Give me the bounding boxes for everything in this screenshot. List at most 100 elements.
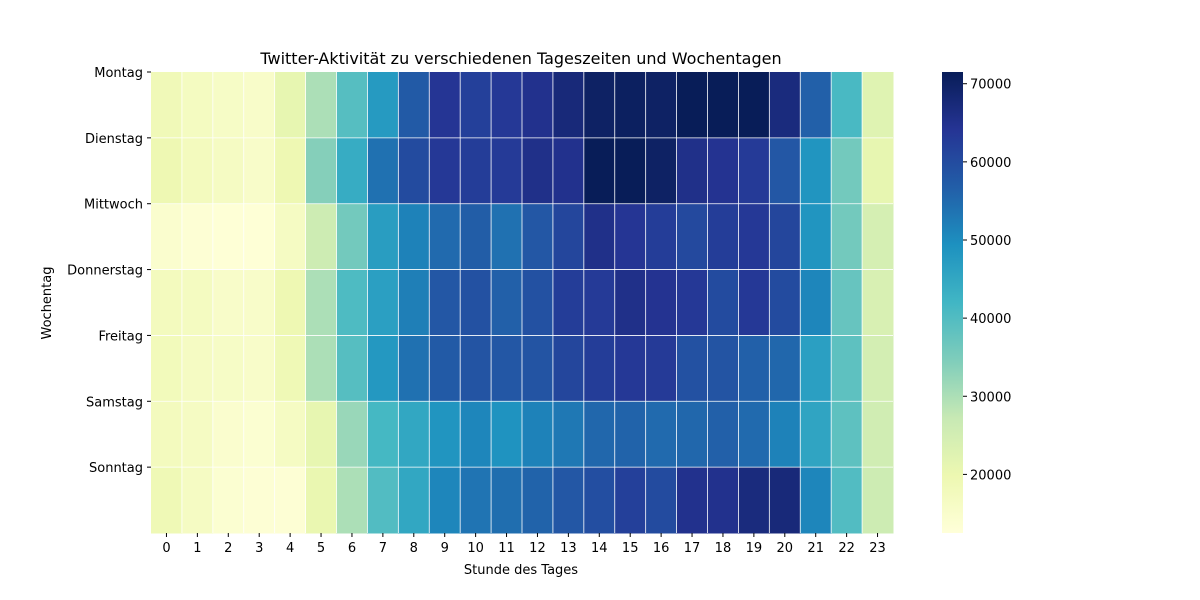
heatmap-cell-samstag-3	[243, 401, 276, 468]
x-tick-label: 11	[498, 541, 515, 556]
heatmap-cell-montag-6	[336, 72, 368, 139]
heatmap-cell-mittwoch-7	[367, 203, 399, 271]
heatmap-cell-montag-14	[583, 72, 616, 139]
heatmap-cell-samstag-20	[769, 401, 801, 468]
heatmap-cell-sonntag-0	[151, 467, 183, 534]
heatmap-cell-dienstag-10	[460, 137, 492, 205]
x-tick-label: 13	[560, 541, 577, 556]
colorbar-tick-label: 20000	[970, 468, 1011, 483]
heatmap-cell-donnerstag-10	[460, 269, 492, 336]
heatmap-cell-samstag-0	[151, 401, 183, 468]
x-tick-label: 23	[869, 541, 886, 556]
heatmap-cell-dienstag-1	[181, 137, 214, 205]
heatmap-cell-montag-2	[212, 72, 245, 139]
heatmap-cell-montag-3	[243, 72, 276, 139]
heatmap-cell-sonntag-6	[336, 467, 368, 534]
heatmap-cell-montag-13	[552, 72, 585, 139]
heatmap-cell-donnerstag-2	[212, 269, 245, 336]
heatmap-cell-mittwoch-2	[212, 203, 245, 271]
heatmap-cell-sonntag-15	[614, 467, 647, 534]
heatmap-cell-mittwoch-19	[738, 203, 770, 271]
y-tick-label: Dienstag	[85, 132, 143, 147]
heatmap-cell-sonntag-9	[429, 467, 461, 534]
heatmap-cell-freitag-12	[522, 335, 554, 402]
heatmap-cell-montag-12	[522, 72, 554, 139]
heatmap-cell-freitag-10	[460, 335, 492, 402]
heatmap-cell-dienstag-5	[305, 137, 337, 205]
heatmap-cell-donnerstag-6	[336, 269, 368, 336]
heatmap-cell-donnerstag-16	[645, 269, 678, 336]
x-tick-label: 20	[777, 541, 794, 556]
heatmap-cell-sonntag-22	[831, 467, 863, 534]
heatmap-cell-freitag-15	[614, 335, 647, 402]
heatmap-cell-sonntag-18	[707, 467, 739, 534]
colorbar-tick-label: 30000	[970, 390, 1011, 405]
heatmap-cell-donnerstag-11	[491, 269, 523, 336]
y-axis-label: Wochentag	[40, 267, 55, 340]
heatmap-cell-dienstag-18	[707, 137, 739, 205]
heatmap-cell-samstag-7	[367, 401, 399, 468]
heatmap-cell-samstag-4	[274, 401, 307, 468]
heatmap-cell-montag-18	[707, 72, 739, 139]
heatmap-cell-samstag-6	[336, 401, 368, 468]
heatmap-cell-montag-10	[460, 72, 492, 139]
heatmap-cell-sonntag-13	[552, 467, 585, 534]
x-tick-label: 12	[529, 541, 546, 556]
x-tick-label: 2	[224, 541, 232, 556]
heatmap-cell-sonntag-5	[305, 467, 337, 534]
heatmap-cell-mittwoch-1	[181, 203, 214, 271]
heatmap-cell-samstag-21	[800, 401, 832, 468]
heatmap-cell-donnerstag-7	[367, 269, 399, 336]
heatmap-cell-montag-0	[151, 72, 183, 139]
heatmap-cell-freitag-2	[212, 335, 245, 402]
heatmap-cell-dienstag-11	[491, 137, 523, 205]
heatmap-cell-freitag-18	[707, 335, 739, 402]
heatmap-cell-montag-20	[769, 72, 801, 139]
heatmap-cell-samstag-14	[583, 401, 616, 468]
y-tick-label: Donnerstag	[67, 264, 143, 279]
x-tick-label: 14	[591, 541, 608, 556]
heatmap-cell-samstag-23	[862, 401, 894, 468]
x-tick-label: 4	[286, 541, 294, 556]
x-tick-label: 5	[317, 541, 325, 556]
heatmap-cell-samstag-12	[522, 401, 554, 468]
heatmap-cell-dienstag-15	[614, 137, 647, 205]
y-tick-label: Freitag	[98, 329, 143, 344]
x-tick-label: 17	[684, 541, 701, 556]
heatmap-cell-mittwoch-12	[522, 203, 554, 271]
heatmap-cell-samstag-2	[212, 401, 245, 468]
heatmap-cell-samstag-10	[460, 401, 492, 468]
heatmap-cell-samstag-5	[305, 401, 337, 468]
heatmap-cell-dienstag-20	[769, 137, 801, 205]
heatmap-cell-freitag-0	[151, 335, 183, 402]
x-tick-label: 3	[255, 541, 263, 556]
heatmap-cell-donnerstag-17	[676, 269, 708, 336]
heatmap-cell-mittwoch-17	[676, 203, 708, 271]
heatmap-cell-montag-22	[831, 72, 863, 139]
heatmap-cell-montag-15	[614, 72, 647, 139]
x-tick-label: 0	[162, 541, 170, 556]
x-tick-label: 22	[838, 541, 855, 556]
heatmap-cell-donnerstag-12	[522, 269, 554, 336]
x-axis-ticks: 0 1 2 3 4 5 6 7 8 9 10 11 12 13 14 15 16 17 18 19 20 21 22 23	[162, 533, 886, 556]
heatmap-cell-dienstag-17	[676, 137, 708, 205]
heatmap-cell-samstag-19	[738, 401, 770, 468]
heatmap-cell-mittwoch-16	[645, 203, 678, 271]
heatmap-cell-donnerstag-19	[738, 269, 770, 336]
heatmap-cell-montag-19	[738, 72, 770, 139]
y-tick-label: Montag	[94, 66, 143, 81]
heatmap-cell-sonntag-7	[367, 467, 399, 534]
heatmap-cell-freitag-5	[305, 335, 337, 402]
heatmap-cell-freitag-6	[336, 335, 368, 402]
chart-title: Twitter-Aktivität zu verschiedenen Tages…	[259, 49, 781, 68]
heatmap-cell-freitag-22	[831, 335, 863, 402]
heatmap-cell-samstag-15	[614, 401, 647, 468]
heatmap-cell-donnerstag-1	[181, 269, 214, 336]
heatmap-cell-dienstag-4	[274, 137, 307, 205]
heatmap-cell-sonntag-20	[769, 467, 801, 534]
heatmap-cell-mittwoch-22	[831, 203, 863, 271]
heatmap-cell-sonntag-1	[181, 467, 214, 534]
heatmap-cell-freitag-3	[243, 335, 276, 402]
heatmap-cell-sonntag-16	[645, 467, 678, 534]
